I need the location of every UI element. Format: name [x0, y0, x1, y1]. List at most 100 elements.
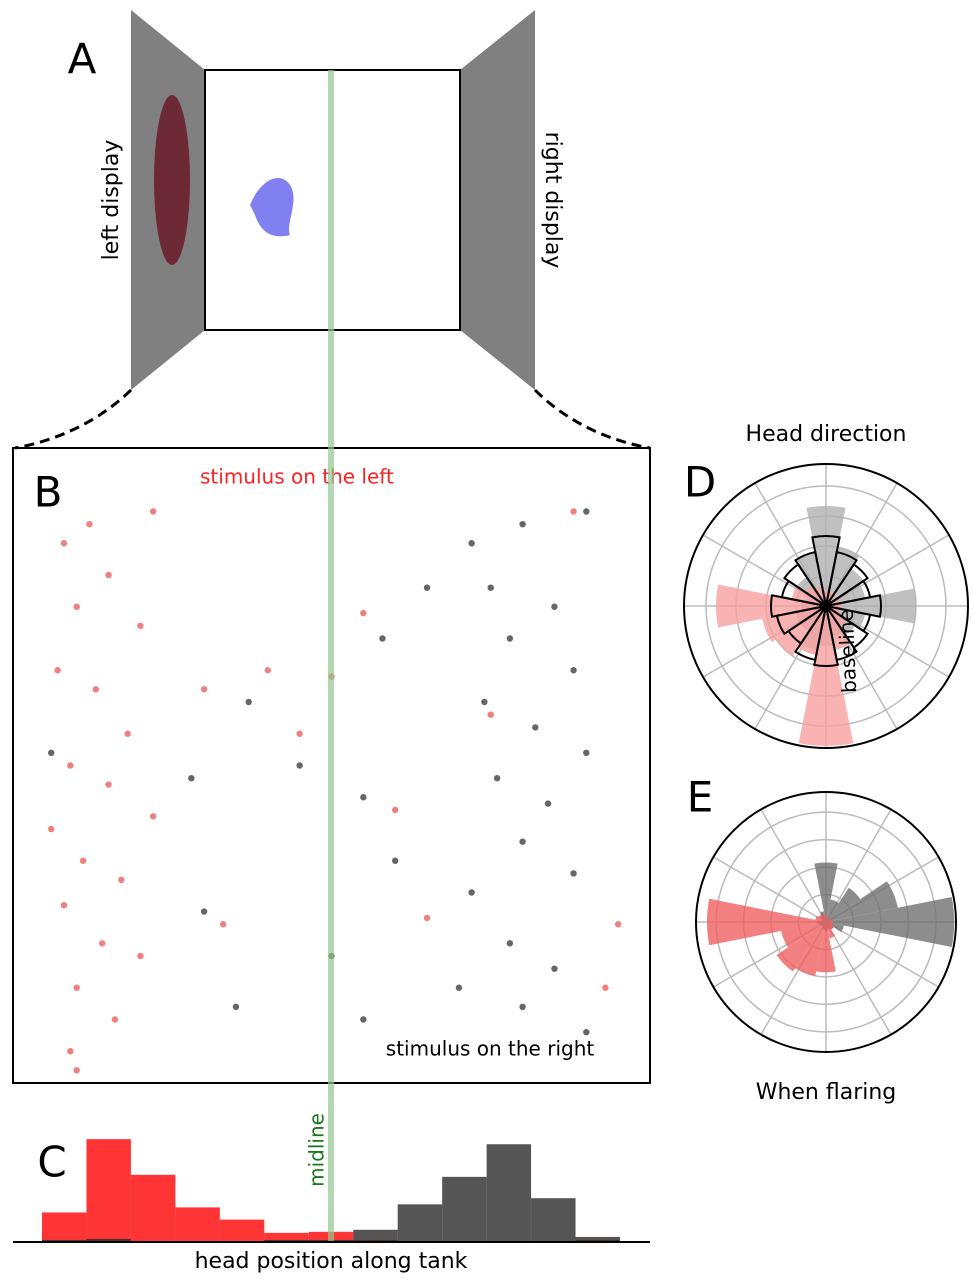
- scatter-point: [583, 508, 590, 515]
- projection-line: [14, 388, 651, 450]
- hist-bar: [397, 1204, 443, 1242]
- wedge: [776, 606, 826, 656]
- scatter-point: [360, 794, 367, 801]
- baseline-wedge: [783, 563, 827, 607]
- scatter-point: [551, 603, 558, 610]
- baseline-wedge: [775, 605, 827, 636]
- wedge: [776, 922, 826, 972]
- scatter-point: [149, 813, 157, 820]
- scatter-point: [264, 667, 271, 674]
- scatter-point: [232, 1003, 240, 1010]
- scatter-point: [481, 698, 488, 706]
- scatter-point: [602, 984, 609, 991]
- scatter-point: [360, 609, 367, 617]
- scatter-point: [551, 965, 558, 972]
- wedge: [826, 896, 955, 948]
- wedge: [815, 915, 826, 922]
- chart-title: When flaring: [756, 1080, 897, 1105]
- fish-image: [154, 95, 190, 265]
- wedge: [826, 547, 860, 606]
- fish-track: [250, 177, 294, 237]
- wedge: [814, 862, 838, 922]
- wedge: [826, 588, 916, 624]
- scatter-point: [67, 762, 74, 769]
- scatter-point: [532, 724, 539, 731]
- scatter-point: [111, 1016, 119, 1023]
- right-display: [460, 10, 535, 390]
- scatter-point: [519, 521, 526, 528]
- spoke: [713, 856, 827, 923]
- scatter-point: [493, 775, 501, 782]
- scatter-point: [583, 1029, 590, 1036]
- wedge: [795, 922, 826, 976]
- wedge: [706, 898, 826, 946]
- hist-bar: [531, 1198, 576, 1242]
- wedge: [826, 881, 898, 922]
- scatter-point: [614, 921, 622, 928]
- scatter-point: [73, 603, 80, 610]
- hist-bar: [130, 1174, 176, 1242]
- scatter-point: [137, 952, 144, 960]
- midline-label: midline: [305, 1113, 329, 1187]
- wedge: [762, 606, 826, 643]
- wedge: [805, 585, 826, 606]
- scatter-point: [79, 857, 87, 864]
- midline: [328, 70, 334, 1242]
- wedge: [826, 917, 829, 922]
- scatter-point: [98, 940, 106, 947]
- scatter-point: [487, 711, 494, 718]
- baseline-wedge: [825, 605, 872, 633]
- hist-bar: [353, 1229, 398, 1242]
- scatter-point: [48, 749, 55, 756]
- scatter-point: [60, 540, 68, 547]
- scatter-point: [296, 730, 303, 737]
- scatter-point: [149, 508, 157, 515]
- wedge: [826, 922, 834, 930]
- scatter-point: [379, 635, 386, 642]
- panel-label: B: [34, 468, 63, 517]
- scatter-point: [188, 775, 195, 782]
- wedge: [798, 606, 854, 746]
- scatter-point: [220, 921, 227, 928]
- panel-label: E: [687, 773, 714, 822]
- baseline-wedge: [770, 594, 827, 618]
- annotation: stimulus on the left: [200, 465, 394, 489]
- scatter-point: [48, 825, 55, 833]
- wedge: [826, 922, 836, 939]
- scatter-point: [86, 521, 93, 528]
- hist-bar: [264, 1232, 309, 1242]
- wedge: [826, 918, 832, 922]
- panel-label: A: [68, 35, 97, 84]
- scatter-point: [200, 908, 208, 915]
- scatter-point: [124, 730, 131, 737]
- chart-title: Head direction: [746, 422, 907, 447]
- wedge: [818, 914, 826, 922]
- baseline-wedge: [825, 594, 882, 618]
- panel-label: D: [684, 458, 716, 507]
- hist-bar: [442, 1176, 487, 1242]
- scatter-point: [487, 584, 494, 591]
- hist-bar: [175, 1207, 220, 1242]
- baseline-wedge: [811, 535, 841, 607]
- scatter-point: [60, 902, 68, 909]
- baseline-wedge: [825, 605, 869, 649]
- scatter-point: [105, 781, 112, 788]
- scatter-point: [73, 1067, 80, 1074]
- hist-bar: [86, 1139, 131, 1242]
- x-axis-label: head position along tank: [195, 1249, 468, 1274]
- baseline-wedge: [794, 550, 827, 607]
- wedge: [826, 887, 861, 922]
- scatter-point: [423, 914, 431, 922]
- spoke: [825, 921, 892, 1035]
- scatter-point: [423, 584, 431, 591]
- scatter-point: [245, 698, 252, 706]
- scatter-point: [506, 635, 514, 642]
- wedge: [806, 505, 846, 606]
- scatter-point: [392, 857, 399, 864]
- scatter-point: [570, 870, 577, 877]
- wedge: [781, 922, 826, 948]
- spoke: [760, 809, 827, 923]
- scatter-point: [570, 667, 577, 674]
- wedge: [826, 606, 847, 627]
- scatter-point: [506, 940, 514, 947]
